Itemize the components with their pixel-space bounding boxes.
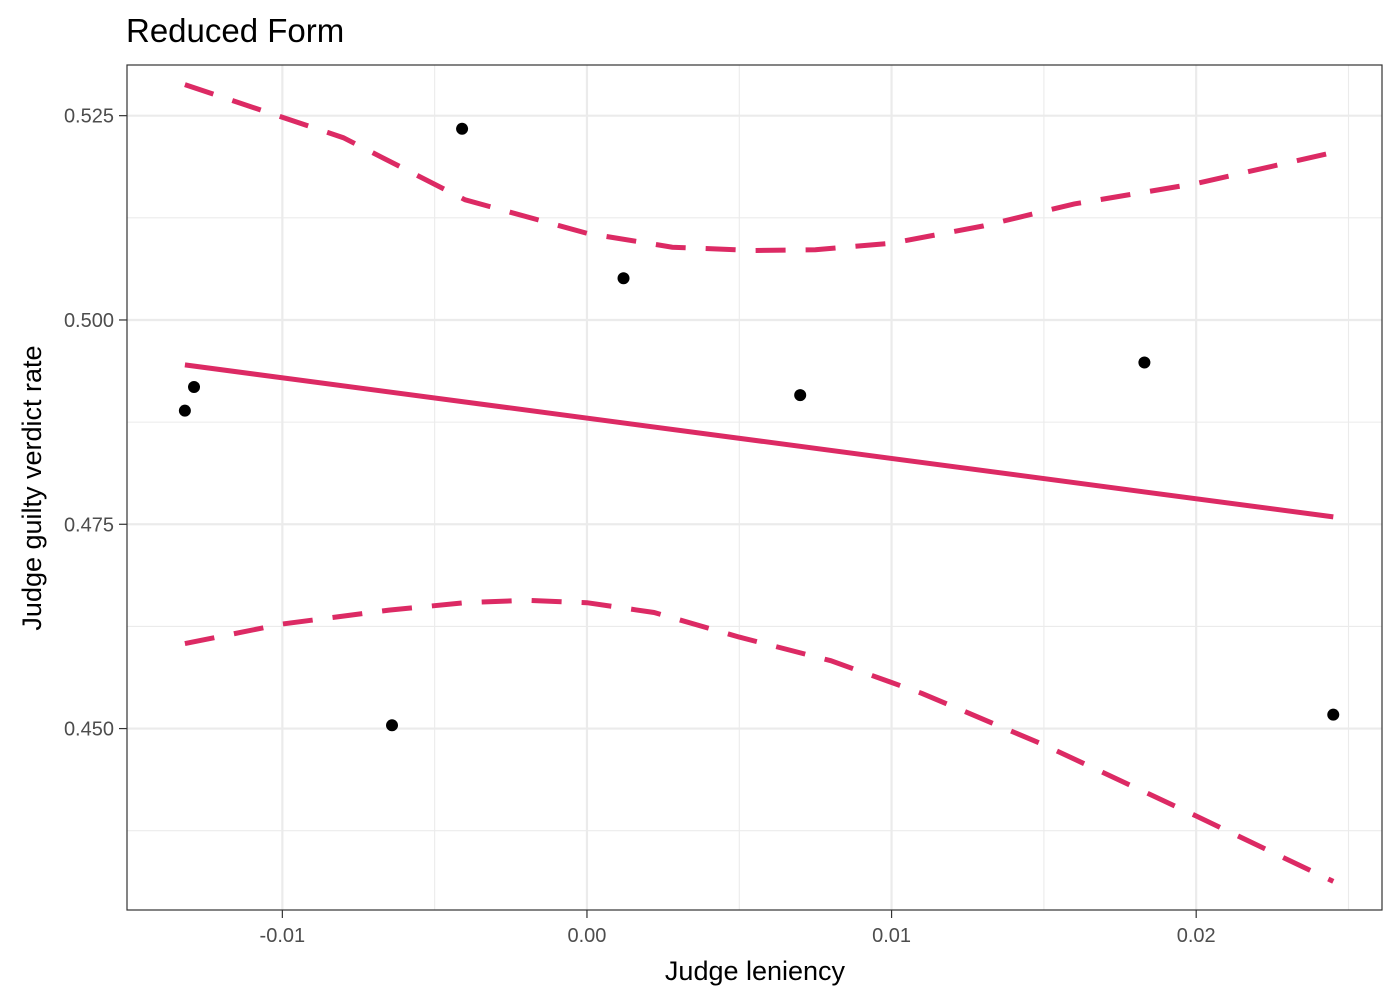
axes: -0.01 0.00 0.01 0.02 0.450 0.475 0.500 0.525 [64,106,1216,947]
upper-ci-line [184,82,1334,254]
x-tick-label: 0.02 [1177,925,1216,947]
data-point [617,272,630,285]
panel-border [126,64,1383,911]
data-point [1138,356,1151,369]
data-point [794,389,807,402]
fit-line [184,362,1334,520]
data-point [386,719,399,732]
grid [127,65,1382,910]
y-axis-label: Judge guilty verdict rate [17,345,47,630]
series-layer [178,82,1340,884]
y-tick-label: 0.450 [64,719,114,741]
y-tick-label: 0.475 [64,514,114,536]
chart-title: Reduced Form [126,12,344,49]
data-point [456,122,469,135]
data-point [1327,708,1340,721]
x-tick-label: 0.00 [567,925,606,947]
x-tick-label: -0.01 [260,925,306,947]
y-tick-label: 0.500 [64,310,114,332]
data-point [178,404,191,417]
x-tick-label: 0.01 [872,925,911,947]
data-point [188,380,201,393]
y-tick-label: 0.525 [64,106,114,128]
lower-ci-line [184,597,1335,884]
x-axis-label: Judge leniency [665,956,846,986]
